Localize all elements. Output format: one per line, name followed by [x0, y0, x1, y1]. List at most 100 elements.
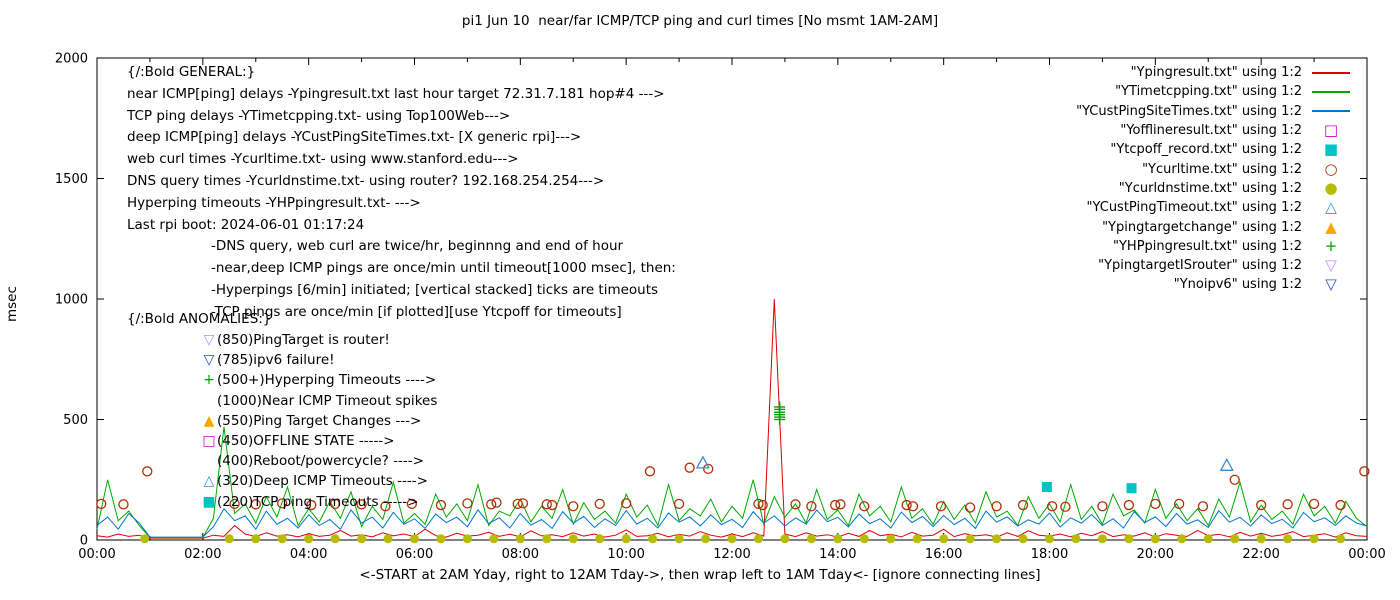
- legend-marker-sample: ■: [1323, 140, 1339, 159]
- legend-sample: ■: [1308, 142, 1354, 157]
- legend-sample: [1308, 71, 1354, 74]
- svg-text:1000: 1000: [55, 293, 88, 308]
- legend-entry: "Ypingresult.txt" using 1:2: [1076, 63, 1354, 82]
- anomaly-text: (500+)Hyperping Timeouts ---->: [217, 372, 437, 389]
- legend-label: "YCustPingSiteTimes.txt" using 1:2: [1076, 103, 1302, 119]
- svg-text:0: 0: [80, 534, 88, 549]
- svg-text:08:00: 08:00: [502, 547, 539, 562]
- anomalies-header: {/:Bold ANOMALIES:}: [127, 311, 272, 327]
- svg-text:04:00: 04:00: [290, 547, 327, 562]
- anomaly-text: (400)Reboot/powercycle? ---->: [217, 453, 424, 470]
- legend-entry: "YpingtargetISrouter" using 1:2 ▽: [1076, 256, 1354, 275]
- legend-entry: "YCustPingSiteTimes.txt" using 1:2: [1076, 102, 1354, 121]
- legend-marker-sample: +: [1324, 236, 1338, 255]
- general-annotation-line: -TCP pings are once/min [if plotted][use…: [211, 303, 622, 320]
- legend-marker-sample: ▲: [1325, 217, 1337, 236]
- chart-title: pi1 Jun 10 near/far ICMP/TCP ping and cu…: [461, 13, 939, 29]
- legend-sample: ○: [1308, 159, 1354, 178]
- legend-entry: "Ycurldnstime.txt" using 1:2 ●: [1076, 179, 1354, 198]
- anomaly-line: (1000)Near ICMP Timeout spikes: [127, 391, 437, 411]
- legend-entry: "Yofflineresult.txt" using 1:2 □: [1076, 121, 1354, 140]
- legend-label: "YHPpingresult.txt" using 1:2: [1113, 238, 1302, 254]
- anomaly-line: △ (320)Deep ICMP Timeouts ---->: [127, 471, 437, 491]
- anomaly-text: (320)Deep ICMP Timeouts ---->: [217, 473, 428, 490]
- anomaly-line: ▲ (550)Ping Target Changes --->: [127, 411, 437, 431]
- plus-icon: +: [203, 372, 215, 389]
- legend-label: "Ynoipv6" using 1:2: [1173, 277, 1302, 293]
- anomaly-text: (850)PingTarget is router!: [217, 332, 390, 349]
- svg-text:12:00: 12:00: [713, 547, 750, 562]
- svg-text:06:00: 06:00: [396, 547, 433, 562]
- legend-marker-sample: □: [1323, 121, 1339, 140]
- legend-line-sample: [1312, 110, 1350, 113]
- square-filled-icon: ■: [202, 493, 216, 510]
- legend-label: "Ycurltime.txt" using 1:2: [1142, 161, 1302, 177]
- legend: "Ypingresult.txt" using 1:2 "YTimetcpping…: [1076, 63, 1354, 295]
- anomaly-line: ▽ (850)PingTarget is router!: [127, 330, 437, 350]
- general-annotation-line: -DNS query, web curl are twice/hr, begin…: [211, 238, 624, 255]
- triangle-open-icon: △: [203, 473, 215, 490]
- anomaly-line: (400)Reboot/powercycle? ---->: [127, 451, 437, 471]
- legend-label: "Ypingtargetchange" using 1:2: [1102, 219, 1302, 235]
- general-annotation-line: web curl times -Ycurltime.txt- using www…: [127, 151, 519, 168]
- legend-line-sample: [1312, 71, 1350, 74]
- anomaly-text: (450)OFFLINE STATE ----->: [217, 433, 395, 450]
- legend-sample: +: [1308, 236, 1354, 255]
- legend-sample: [1308, 110, 1354, 113]
- svg-text:02:00: 02:00: [184, 547, 221, 562]
- anomaly-line: + (500+)Hyperping Timeouts ---->: [127, 370, 437, 390]
- svg-text:18:00: 18:00: [1031, 547, 1068, 562]
- general-annotation-line: -Hyperpings [6/min] initiated; [vertical…: [211, 281, 659, 298]
- legend-sample: [1308, 90, 1354, 93]
- legend-entry: "Ytcpoff_record.txt" using 1:2 ■: [1076, 140, 1354, 159]
- svg-text:2000: 2000: [55, 52, 88, 67]
- legend-sample: △: [1308, 200, 1354, 215]
- svg-text:22:00: 22:00: [1242, 547, 1279, 562]
- legend-sample: ▲: [1308, 217, 1354, 236]
- general-annotation-line: TCP ping delays -YTimetcpping.txt- using…: [127, 107, 511, 124]
- svg-text:1500: 1500: [55, 172, 88, 187]
- general-annotation-line: DNS query times -Ycurldnstime.txt- using…: [127, 172, 605, 189]
- svg-text:14:00: 14:00: [819, 547, 856, 562]
- anomaly-text: (220)TCP ping Timeouts ----->: [217, 493, 419, 510]
- square-open-icon: □: [202, 433, 216, 450]
- anomaly-text: (550)Ping Target Changes --->: [217, 412, 422, 429]
- legend-label: "YCustPingTimeout.txt" using 1:2: [1086, 200, 1302, 216]
- svg-text:20:00: 20:00: [1137, 547, 1174, 562]
- legend-entry: "YHPpingresult.txt" using 1:2 +: [1076, 237, 1354, 256]
- legend-entry: "Ynoipv6" using 1:2 ▽: [1076, 275, 1354, 294]
- legend-label: "YpingtargetISrouter" using 1:2: [1098, 258, 1302, 274]
- legend-entry: "Ypingtargetchange" using 1:2 ▲: [1076, 217, 1354, 236]
- general-annotation-line: near ICMP[ping] delays -Ypingresult.txt …: [127, 85, 665, 102]
- legend-marker-sample: ▽: [1325, 275, 1337, 294]
- legend-marker-sample: ●: [1324, 178, 1338, 197]
- svg-text:16:00: 16:00: [925, 547, 962, 562]
- y-axis-label: msec: [4, 286, 20, 322]
- anomaly-text: (1000)Near ICMP Timeout spikes: [217, 392, 438, 409]
- legend-label: "Yofflineresult.txt" using 1:2: [1120, 123, 1302, 139]
- legend-marker-sample: ○: [1324, 159, 1338, 178]
- legend-entry: "Ycurltime.txt" using 1:2 ○: [1076, 159, 1354, 178]
- legend-sample: ▽: [1308, 258, 1354, 273]
- legend-line-sample: [1312, 90, 1350, 93]
- general-annotation-line: deep ICMP[ping] delays -YCustPingSiteTim…: [127, 129, 582, 146]
- anomaly-text: (785)ipv6 failure!: [217, 352, 335, 369]
- general-annotation-line: -near,deep ICMP pings are once/min until…: [211, 260, 676, 277]
- anomaly-line: ▽ (785)ipv6 failure!: [127, 350, 437, 370]
- legend-label: "Ycurldnstime.txt" using 1:2: [1118, 180, 1302, 196]
- legend-sample: □: [1308, 123, 1354, 138]
- triangle-down-open-icon: ▽: [203, 332, 215, 349]
- triangle-filled-icon: ▲: [203, 412, 215, 429]
- x-axis-label: <-START at 2AM Yday, right to 12AM Tday-…: [359, 567, 1041, 583]
- legend-entry: "YTimetcpping.txt" using 1:2: [1076, 82, 1354, 101]
- legend-label: "Ypingresult.txt" using 1:2: [1130, 65, 1302, 81]
- svg-text:00:00: 00:00: [1348, 547, 1385, 562]
- general-annotation-line: {/:Bold GENERAL:}: [127, 64, 256, 80]
- legend-sample: ▽: [1308, 277, 1354, 292]
- legend-entry: "YCustPingTimeout.txt" using 1:2 △: [1076, 198, 1354, 217]
- legend-marker-sample: △: [1325, 198, 1337, 217]
- anomaly-line: □ (450)OFFLINE STATE ----->: [127, 431, 437, 451]
- anomaly-annotations: {/:Bold ANOMALIES:} ▽ (850)PingTarget is r…: [127, 308, 437, 512]
